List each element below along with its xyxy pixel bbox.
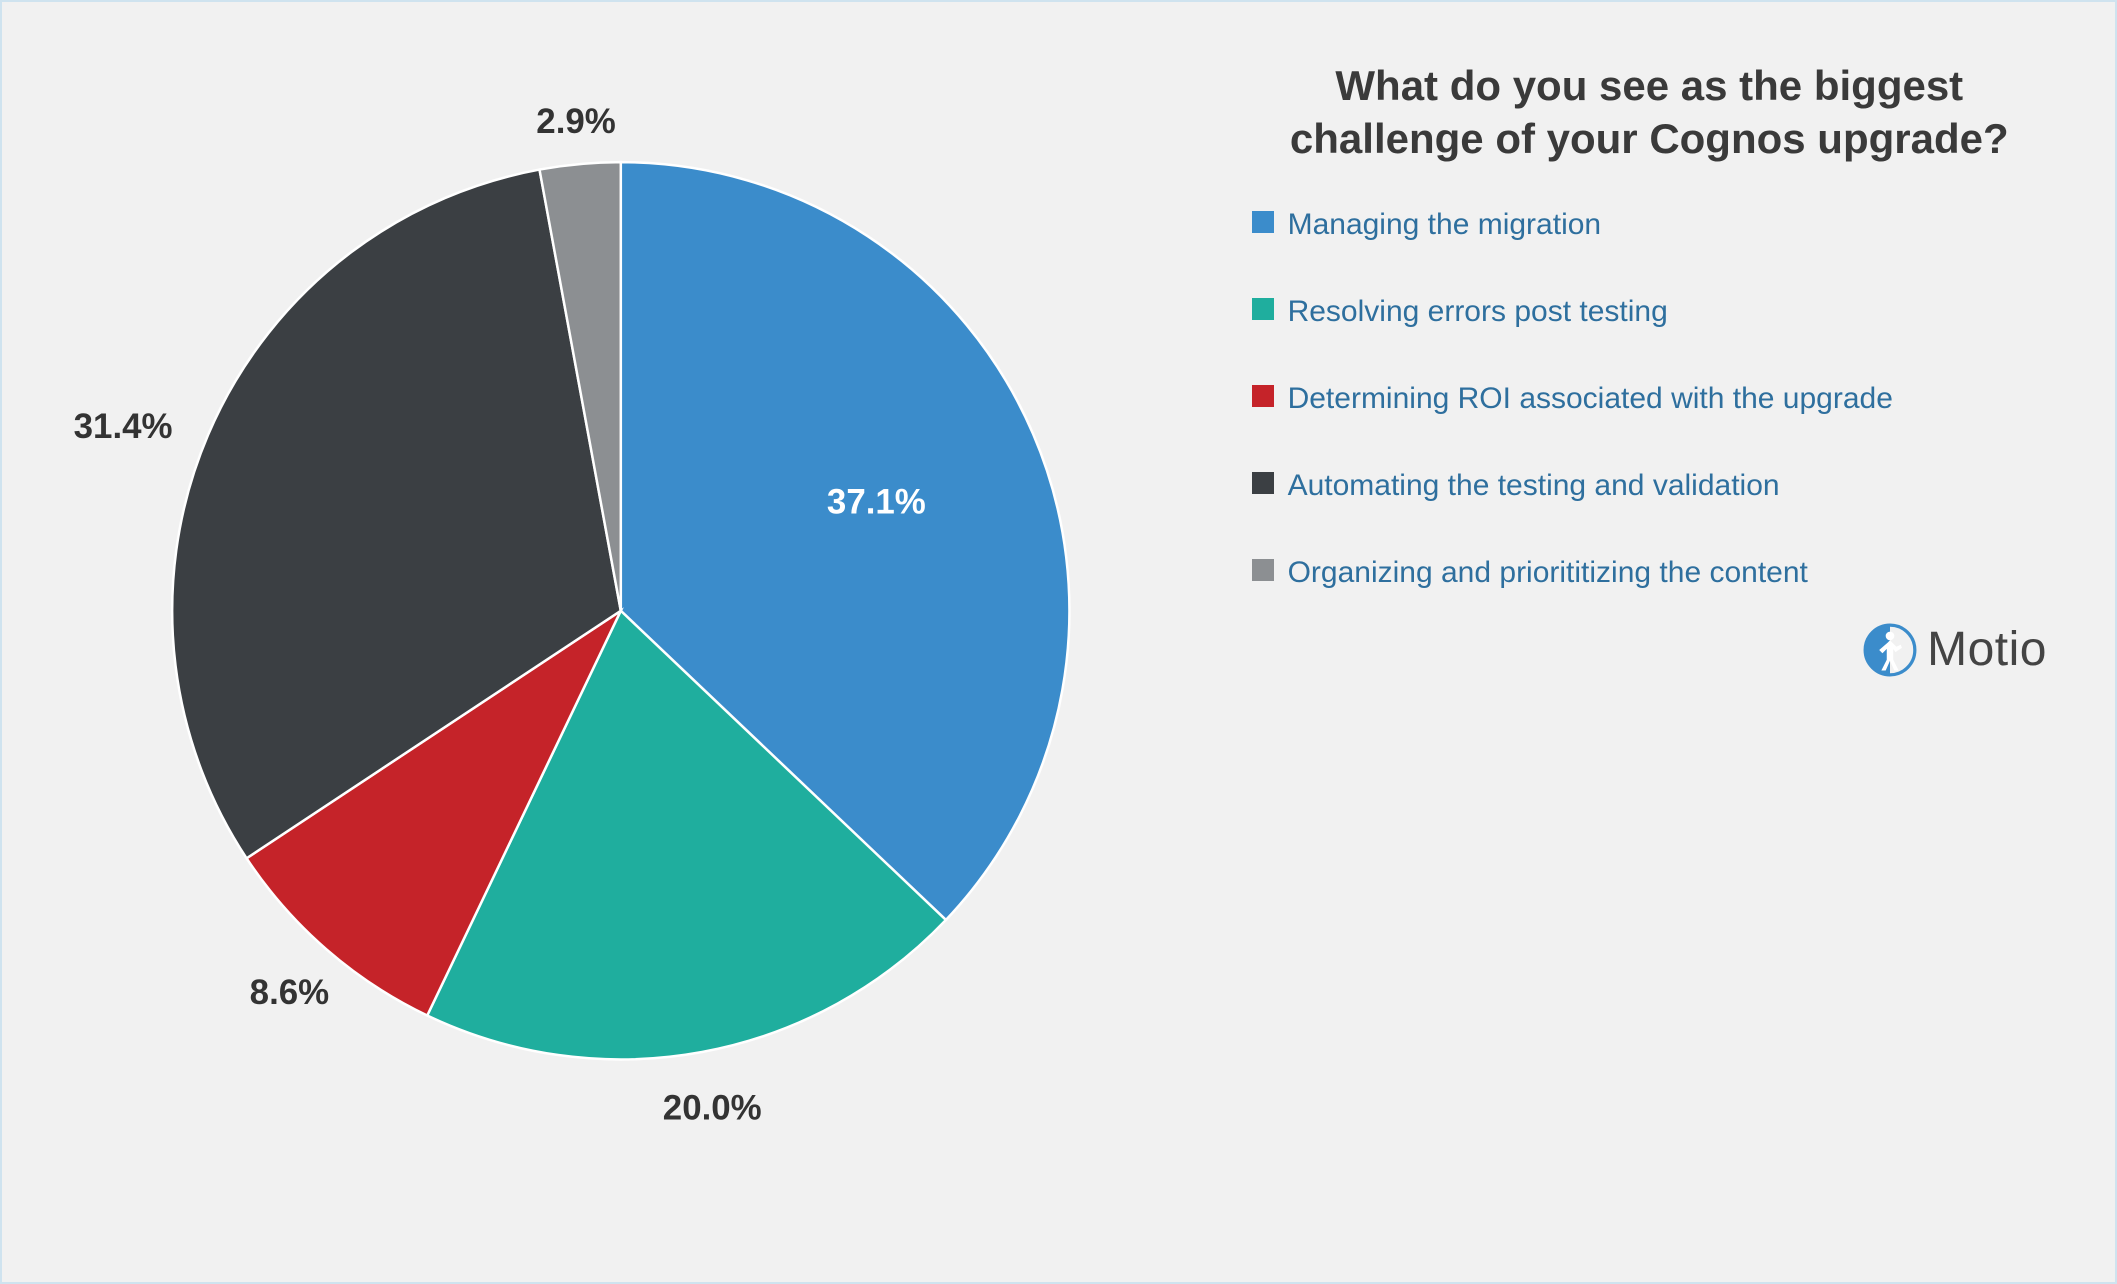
legend-item: Determining ROI associated with the upgr…: [1252, 379, 2047, 418]
chart-panel: 37.1% 20.0% 8.6% 31.4% 2.9% What do you see …: [0, 0, 2117, 1284]
slice-label: 31.4%: [74, 407, 173, 446]
brand-name: Motio: [1927, 622, 2047, 677]
legend-swatch: [1252, 385, 1274, 407]
pie-chart: 37.1% 20.0% 8.6% 31.4% 2.9%: [60, 50, 1182, 1234]
legend-label: Determining ROI associated with the upgr…: [1288, 379, 1893, 418]
legend-label: Managing the migration: [1288, 205, 1602, 244]
legend-label: Automating the testing and validation: [1288, 466, 1780, 505]
brand-block: Motio: [1863, 592, 2047, 677]
right-column: What do you see as the biggest challenge…: [1252, 20, 2097, 697]
legend-swatch: [1252, 298, 1274, 320]
legend-swatch: [1252, 559, 1274, 581]
legend-label: Organizing and priorititizing the conten…: [1288, 553, 1808, 592]
slice-label: 20.0%: [663, 1089, 762, 1128]
legend-item: Resolving errors post testing: [1252, 292, 2047, 331]
slice-label: 8.6%: [250, 973, 329, 1012]
legend-item: Managing the migration: [1252, 205, 2047, 244]
brand-logo-icon: [1863, 623, 1917, 677]
legend: Managing the migration Resolving errors p…: [1252, 205, 2047, 592]
legend-swatch: [1252, 211, 1274, 233]
chart-title: What do you see as the biggest challenge…: [1252, 60, 2047, 165]
legend-swatch: [1252, 472, 1274, 494]
pie-chart-area: 37.1% 20.0% 8.6% 31.4% 2.9%: [20, 20, 1192, 1264]
layout-row: 37.1% 20.0% 8.6% 31.4% 2.9% What do you see …: [20, 20, 2097, 1264]
slice-label: 37.1%: [827, 483, 926, 522]
legend-label: Resolving errors post testing: [1288, 292, 1668, 331]
legend-item: Organizing and priorititizing the conten…: [1252, 553, 2047, 592]
slice-label: 2.9%: [536, 102, 616, 141]
legend-item: Automating the testing and validation: [1252, 466, 2047, 505]
